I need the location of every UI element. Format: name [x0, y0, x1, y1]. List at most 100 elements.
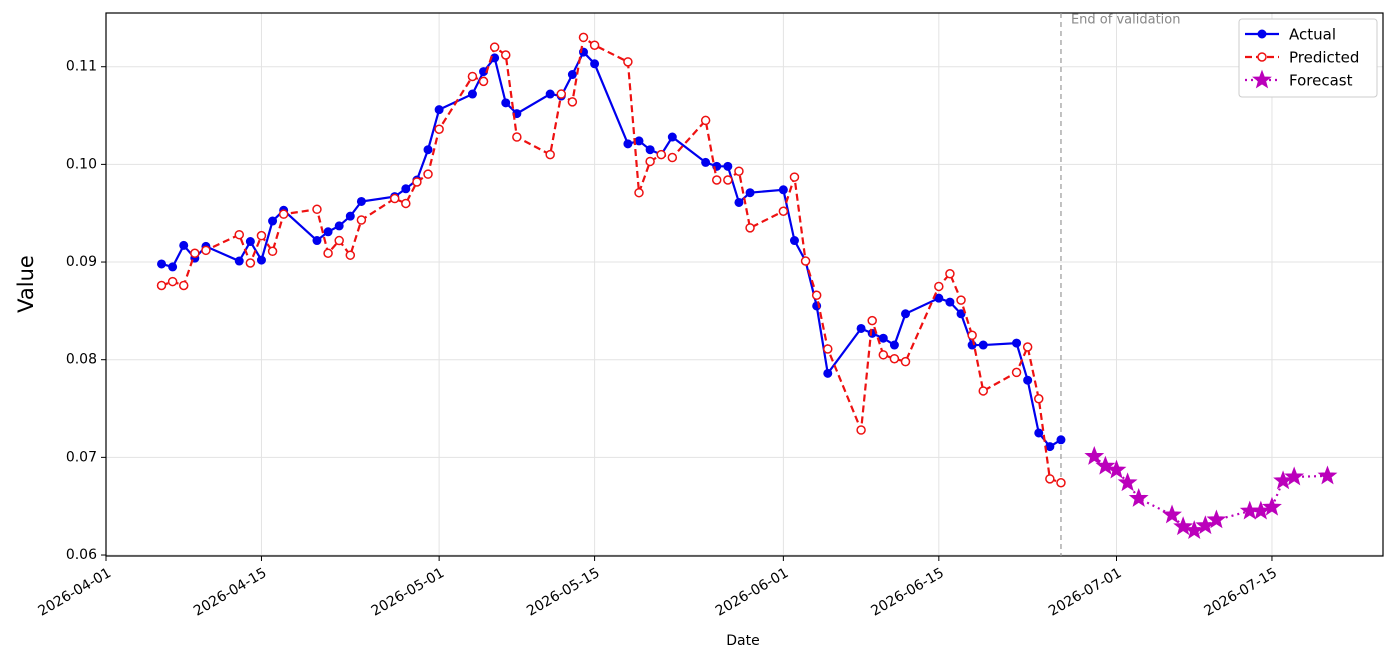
actual-point: [889, 340, 899, 350]
y-tick-label: 0.09: [66, 254, 97, 270]
actual-point: [545, 89, 555, 99]
predicted-point: [245, 258, 256, 268]
legend-marker: [1257, 29, 1267, 39]
actual-point: [667, 132, 677, 142]
predicted-point: [567, 97, 578, 107]
predicted-point: [856, 425, 866, 435]
series-line: [161, 50, 1062, 449]
plot-frame: [105, 12, 1384, 557]
actual-point: [1023, 375, 1033, 385]
actual-point: [723, 161, 733, 171]
actual-point: [179, 240, 189, 250]
predicted-point: [389, 193, 400, 204]
predicted-point: [700, 115, 711, 126]
predicted-point: [589, 40, 600, 50]
actual-point: [567, 70, 577, 80]
predicted-point: [778, 206, 789, 217]
predicted-point: [501, 50, 511, 60]
predicted-point: [434, 124, 444, 134]
predicted-point: [478, 76, 489, 87]
annotation: End of validation: [1071, 13, 1181, 28]
predicted-point: [889, 353, 900, 364]
predicted-point: [967, 330, 977, 341]
actual-point: [1056, 435, 1066, 445]
actual-point: [501, 98, 511, 108]
forecast-point: [1117, 472, 1138, 492]
actual-point: [945, 297, 955, 307]
forecast-point: [1084, 445, 1105, 465]
actual-point: [856, 323, 866, 333]
x-tick-label: 2026-05-15: [524, 565, 602, 620]
actual-point: [356, 196, 366, 206]
predicted-point: [334, 235, 344, 246]
actual-point: [1034, 428, 1044, 438]
forecast-point: [1273, 470, 1293, 490]
x-tick-label: 2026-07-15: [1201, 565, 1279, 620]
predicted-point: [556, 89, 567, 99]
actual-point: [168, 262, 178, 272]
actual-point: [734, 197, 744, 207]
actual-point: [901, 309, 911, 319]
x-tick-label: 2026-04-01: [36, 565, 114, 620]
x-tick-label: 2026-07-01: [1046, 565, 1124, 620]
actual-point: [401, 184, 411, 194]
actual-point: [345, 211, 355, 221]
predicted-point: [489, 42, 500, 52]
actual-point: [256, 255, 266, 265]
predicted-point: [156, 280, 167, 291]
forecast-point: [1095, 455, 1116, 475]
forecast-point: [1284, 466, 1305, 486]
x-axis-label: Date: [726, 633, 759, 649]
y-tick-label: 0.08: [66, 352, 97, 368]
predicted-point: [878, 350, 889, 360]
actual-point: [1012, 338, 1022, 348]
y-tick-label: 0.07: [66, 449, 97, 465]
actual-point: [623, 139, 633, 149]
predicted-point: [900, 356, 911, 367]
legend-label: Actual: [1289, 26, 1336, 44]
actual-point: [423, 145, 433, 155]
predicted-point: [1022, 342, 1033, 352]
actual-point: [157, 259, 167, 269]
predicted-point: [956, 295, 966, 305]
actual-point: [967, 340, 977, 350]
predicted-point: [656, 149, 666, 160]
predicted-point: [190, 248, 200, 258]
x-tick-label: 2026-06-01: [713, 565, 791, 620]
forecast-point: [1250, 500, 1271, 520]
predicted-point: [345, 250, 356, 260]
predicted-point: [545, 149, 555, 160]
actual-point: [323, 227, 333, 237]
forecast-point: [1184, 520, 1205, 540]
predicted-point: [667, 152, 678, 163]
predicted-point: [512, 132, 522, 142]
predicted-point: [945, 269, 955, 279]
predicted-point: [278, 209, 289, 219]
actual-point: [434, 105, 444, 115]
actual-point: [234, 256, 244, 266]
predicted-point: [234, 229, 245, 240]
x-tick-label: 2026-06-15: [868, 565, 946, 620]
forecast-point: [1128, 487, 1149, 507]
actual-point: [789, 236, 799, 246]
predicted-point: [312, 204, 322, 215]
legend-marker: [1257, 52, 1267, 62]
legend-label: Forecast: [1289, 72, 1353, 90]
predicted-point: [256, 230, 267, 241]
actual-point: [745, 188, 755, 198]
x-tick-label: 2026-04-15: [191, 565, 269, 620]
predicted-point: [789, 172, 800, 182]
y-tick-label: 0.06: [66, 547, 97, 563]
actual-point: [645, 145, 655, 155]
actual-point: [823, 368, 833, 378]
y-tick-label: 0.10: [66, 156, 97, 172]
actual-point: [1045, 442, 1055, 452]
y-tick-label: 0.11: [66, 59, 97, 75]
predicted-point: [167, 276, 178, 287]
predicted-point: [267, 246, 278, 257]
predicted-point: [1045, 474, 1055, 484]
forecast-point: [1173, 516, 1194, 536]
predicted-point: [201, 245, 211, 256]
actual-point: [701, 157, 711, 167]
